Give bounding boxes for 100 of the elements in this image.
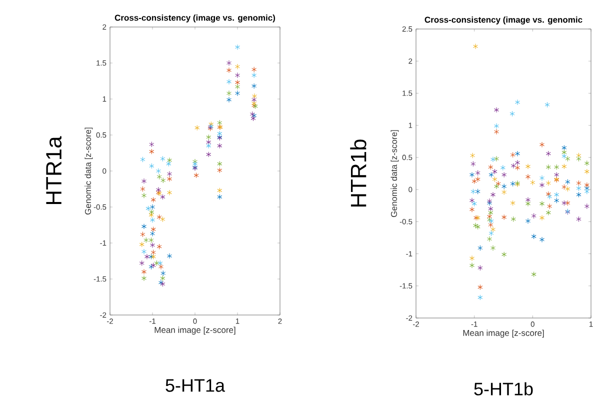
point [166, 171, 172, 177]
point [217, 120, 222, 126]
point [140, 186, 146, 192]
point [584, 203, 590, 210]
point [526, 164, 531, 170]
point [252, 66, 257, 72]
point [515, 99, 520, 106]
point [142, 268, 146, 275]
point [150, 217, 155, 223]
point [150, 226, 156, 232]
point [475, 224, 480, 230]
point [546, 210, 551, 216]
point [252, 72, 257, 78]
point [140, 232, 146, 238]
point [544, 102, 550, 108]
point [156, 244, 162, 250]
point [584, 160, 590, 166]
chart-title: Cross-consistency (image vs. genomic [424, 16, 582, 24]
point [217, 194, 222, 200]
point [510, 110, 515, 117]
point [576, 216, 582, 222]
point [492, 168, 498, 174]
point [490, 156, 496, 162]
x-axis-title: Mean image [z-score] [154, 326, 236, 335]
point [160, 156, 166, 162]
point [160, 194, 166, 200]
point [150, 196, 156, 203]
point [546, 150, 551, 156]
point [166, 160, 172, 167]
point [530, 180, 536, 186]
point [226, 67, 232, 74]
point [554, 164, 560, 170]
y-axis-title: Genomic data [z-score] [84, 128, 93, 215]
point [565, 200, 570, 206]
point [156, 186, 161, 193]
point [154, 260, 160, 266]
text: HTR1b [350, 140, 366, 207]
point [470, 255, 475, 262]
point [149, 142, 154, 148]
point [473, 222, 478, 228]
point [515, 160, 520, 166]
point [148, 212, 154, 218]
chart-title: Cross-consistency (image vs. genomic) [114, 14, 276, 22]
point [576, 180, 582, 186]
point [148, 237, 154, 243]
point [473, 43, 478, 50]
point [502, 214, 507, 220]
point [234, 84, 240, 90]
point [144, 254, 150, 260]
point [192, 160, 198, 167]
point [475, 170, 480, 176]
point [565, 179, 570, 185]
point [526, 200, 531, 207]
point [158, 260, 163, 266]
point [490, 226, 496, 232]
point [554, 192, 560, 198]
point [139, 260, 144, 266]
point [234, 64, 240, 70]
point [494, 128, 500, 135]
point [488, 222, 494, 228]
point [510, 216, 516, 222]
point [150, 204, 155, 210]
point [144, 237, 149, 243]
point [140, 156, 146, 162]
point [470, 161, 476, 167]
point [475, 188, 480, 194]
point [526, 218, 531, 224]
point [470, 198, 475, 204]
point [142, 178, 146, 184]
point [494, 183, 500, 190]
point [547, 203, 552, 210]
point [488, 210, 494, 216]
point [478, 284, 483, 290]
point [226, 90, 232, 96]
point [487, 214, 492, 220]
point [234, 72, 240, 78]
point [139, 242, 144, 248]
point [487, 236, 492, 242]
point [526, 196, 531, 203]
point [562, 153, 567, 160]
point [502, 189, 507, 195]
point [496, 180, 501, 187]
point [470, 172, 475, 178]
point [206, 152, 212, 158]
point [194, 124, 200, 131]
point [166, 157, 172, 164]
point [160, 275, 166, 282]
point [500, 164, 506, 171]
point [252, 100, 257, 106]
point [515, 164, 520, 171]
point [494, 123, 500, 129]
point [490, 192, 496, 198]
point [475, 176, 480, 182]
point [540, 182, 545, 188]
point [540, 214, 545, 221]
point [492, 176, 498, 182]
point [160, 216, 166, 222]
point [470, 262, 475, 268]
point [494, 156, 500, 162]
point [217, 160, 222, 167]
